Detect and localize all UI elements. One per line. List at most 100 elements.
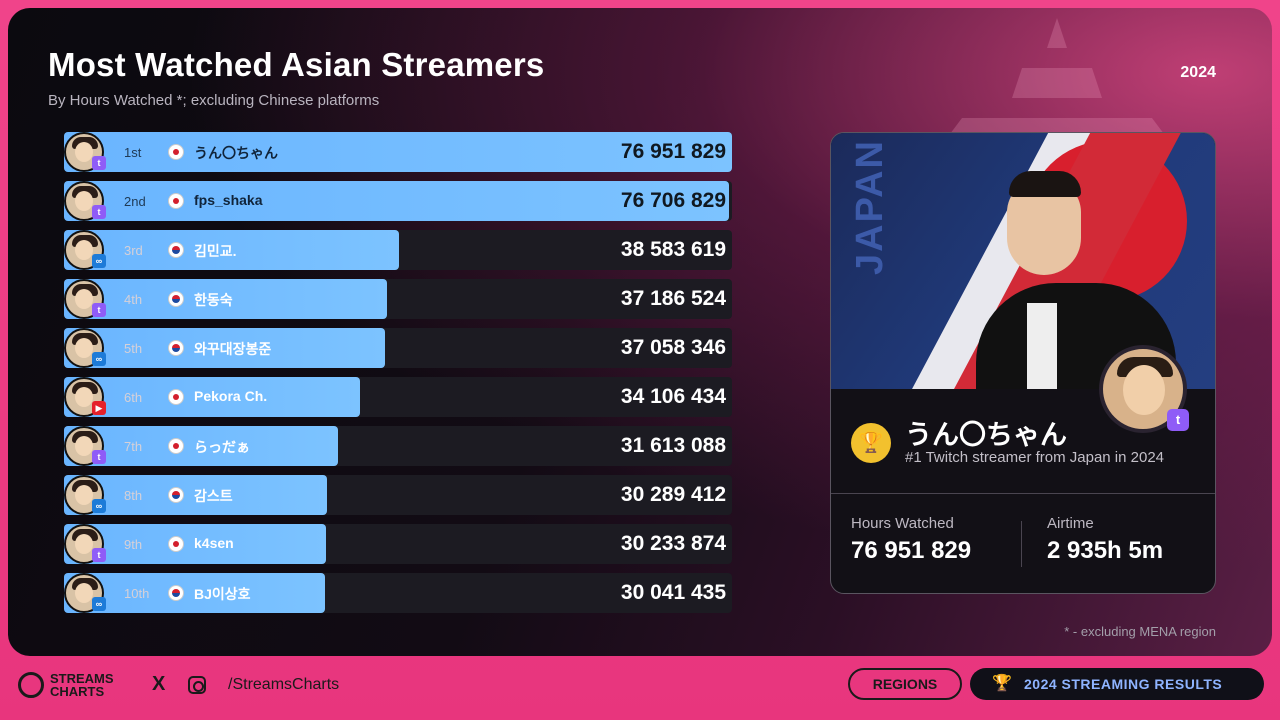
avatar-face — [75, 240, 93, 260]
data-label: 38 583 619 — [620, 238, 726, 261]
social-handle[interactable]: /StreamsCharts — [228, 676, 340, 693]
bar-row[interactable]: t 4th 한동숙 37 186 524 — [64, 279, 732, 319]
twitch-icon: t — [92, 205, 106, 219]
streamer-photo-shirt — [1027, 303, 1057, 389]
x-icon[interactable]: X — [152, 673, 166, 695]
data-label: 76 951 829 — [620, 140, 726, 163]
bar-row[interactable]: ∞ 10th BJ이상호 30 041 435 — [64, 573, 732, 613]
korea-flag-icon — [168, 585, 184, 601]
trophy-icon: 🏆 — [851, 423, 891, 463]
bar-row[interactable]: ∞ 5th 와꾸대장봉준 37 058 346 — [64, 328, 732, 368]
japan-flag-icon — [168, 536, 184, 552]
soop-icon: ∞ — [92, 352, 106, 366]
hours-watched-value: 76 951 829 — [851, 537, 972, 564]
category-label: 감스트 — [194, 488, 233, 504]
rank-label: 4th — [124, 292, 143, 307]
soop-icon: ∞ — [92, 254, 106, 268]
flag-circle — [173, 394, 179, 400]
japan-flag-icon — [168, 389, 184, 405]
avatar-face — [75, 191, 93, 211]
bar-row[interactable]: t 9th k4sen 30 233 874 — [64, 524, 732, 564]
avatar-face — [75, 142, 93, 162]
hours-watched-label: Hours Watched — [851, 515, 954, 532]
rank-label: 6th — [124, 390, 143, 405]
chart-panel: Most Watched Asian Streamers By Hours Wa… — [8, 8, 1272, 656]
bar-chart: t 1st うん〇ちゃん 76 951 829 t 2nd fps_shaka 76 706 … — [64, 132, 732, 622]
country-label: JAPAN — [849, 139, 891, 275]
instagram-icon[interactable] — [188, 676, 206, 694]
flag-taeguk-bottom — [172, 495, 180, 499]
korea-flag-icon — [168, 242, 184, 258]
flag-taeguk-top — [172, 344, 180, 348]
category-label: 한동숙 — [194, 292, 233, 308]
category-label: 와꾸대장봉준 — [194, 341, 272, 357]
card-divider — [831, 493, 1215, 494]
flag-taeguk-bottom — [172, 299, 180, 303]
soop-icon: ∞ — [92, 499, 106, 513]
rank-label: 3rd — [124, 243, 143, 258]
avatar-face — [75, 583, 93, 603]
bar — [64, 573, 325, 613]
data-label: 30 233 874 — [620, 532, 726, 555]
rank-label: 9th — [124, 537, 143, 552]
bar-row[interactable]: t 2nd fps_shaka 76 706 829 — [64, 181, 732, 221]
bar-row[interactable]: ▶ 6th Pekora Ch. 34 106 434 — [64, 377, 732, 417]
top-streamer-card: JAPAN t 🏆 うん〇ちゃん #1 Twitch streamer from… — [830, 132, 1216, 594]
bar — [64, 328, 385, 368]
bar-row[interactable]: t 1st うん〇ちゃん 76 951 829 — [64, 132, 732, 172]
bar-row[interactable]: ∞ 3rd 김민교. 38 583 619 — [64, 230, 732, 270]
category-label: うん〇ちゃん — [194, 145, 278, 161]
streaming-results-label: 2024 STREAMING RESULTS — [1024, 676, 1223, 692]
streams-charts-logo[interactable]: STREAMS CHARTS — [18, 670, 128, 702]
streamer-photo-hair — [1009, 171, 1081, 197]
flag-circle — [173, 149, 179, 155]
korea-flag-icon — [168, 291, 184, 307]
year-label: 2024 — [1180, 64, 1216, 81]
twitch-icon: t — [92, 450, 106, 464]
flag-taeguk-top — [172, 589, 180, 593]
bar — [64, 426, 338, 466]
category-label: らっだぁ — [194, 439, 250, 455]
bar — [64, 279, 387, 319]
japan-flag-icon — [168, 438, 184, 454]
flag-taeguk-top — [172, 295, 180, 299]
flag-taeguk-top — [172, 246, 180, 250]
footnote: * - excluding MENA region — [1064, 624, 1216, 639]
twitch-icon: t — [92, 303, 106, 317]
bar-row[interactable]: ∞ 8th 감스트 30 289 412 — [64, 475, 732, 515]
avatar-face — [75, 289, 93, 309]
airtime-value: 2 935h 5m — [1047, 537, 1164, 564]
data-label: 76 706 829 — [620, 189, 726, 212]
regions-button[interactable]: REGIONS — [848, 668, 962, 700]
card-stat-divider — [1021, 521, 1022, 567]
card-streamer-name: うん〇ちゃん — [905, 420, 1067, 450]
bar — [64, 230, 399, 270]
japan-flag-icon — [168, 144, 184, 160]
logo-mark-icon — [18, 672, 44, 698]
twitch-icon: t — [92, 156, 106, 170]
chart-title: Most Watched Asian Streamers — [48, 46, 545, 83]
data-label: 34 106 434 — [620, 385, 726, 408]
twitch-icon: t — [92, 548, 106, 562]
logo-text-line2: CHARTS — [50, 684, 105, 699]
instagram-lens — [193, 681, 204, 692]
youtube-icon: ▶ — [92, 401, 106, 415]
bar-row[interactable]: t 7th らっだぁ 31 613 088 — [64, 426, 732, 466]
airtime-label: Airtime — [1047, 515, 1094, 532]
flag-taeguk-bottom — [172, 250, 180, 254]
data-label: 37 186 524 — [620, 287, 726, 310]
category-label: k4sen — [194, 535, 234, 551]
trophy-icon: 🏆 — [992, 675, 1012, 692]
data-label: 30 041 435 — [620, 581, 726, 604]
streamer-avatar — [64, 475, 104, 515]
streaming-results-button[interactable]: 🏆 2024 STREAMING RESULTS — [970, 668, 1264, 700]
chart-subtitle: By Hours Watched *; excluding Chinese pl… — [48, 92, 380, 109]
twitch-icon: t — [1167, 409, 1189, 431]
flag-circle — [173, 198, 179, 204]
rank-label: 10th — [124, 586, 150, 601]
data-label: 31 613 088 — [620, 434, 726, 457]
avatar-face — [75, 534, 93, 554]
flag-circle — [173, 443, 179, 449]
bar — [64, 475, 327, 515]
flag-circle — [173, 541, 179, 547]
